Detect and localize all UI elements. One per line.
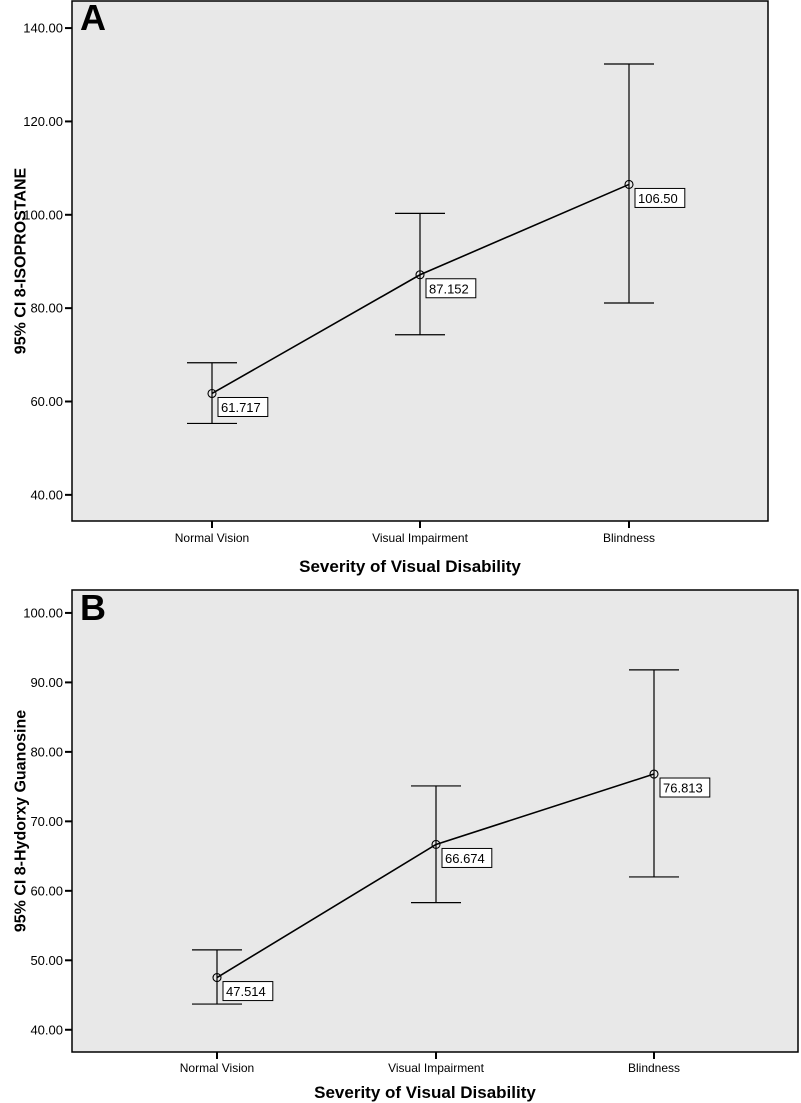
y-tick-label: 60.00 bbox=[30, 394, 63, 409]
data-label: 61.717 bbox=[221, 400, 261, 415]
data-point bbox=[207, 388, 217, 399]
data-label-box bbox=[441, 847, 493, 868]
x-tick-label: Visual Impairment bbox=[372, 531, 468, 545]
data-label: 47.514 bbox=[226, 984, 266, 999]
y-axis-ticks: 40.00 50.00 60.00 70.00 80.00 90.00 100.00 bbox=[23, 605, 72, 1037]
y-tick-label: 100.00 bbox=[23, 605, 63, 620]
x-tick-label: Normal Vision bbox=[180, 1061, 254, 1075]
data-point bbox=[649, 769, 659, 779]
panel-label: B bbox=[80, 587, 106, 628]
y-axis-title: 95% CI 8-Hydorxy Guanosine bbox=[13, 710, 30, 932]
data-point bbox=[431, 839, 441, 850]
data-label: 66.674 bbox=[445, 851, 485, 866]
data-label: 87.152 bbox=[429, 281, 469, 296]
data-label: 76.813 bbox=[663, 781, 703, 796]
y-axis-ticks: 40.00 60.00 80.00 100.00 120.00 140.00 bbox=[23, 21, 72, 502]
data-label-box bbox=[425, 278, 477, 299]
y-tick-label: 120.00 bbox=[23, 114, 63, 129]
x-axis-title: Severity of Visual Disability bbox=[299, 557, 521, 576]
data-point bbox=[415, 270, 425, 280]
data-point bbox=[624, 179, 634, 189]
x-tick-label: Blindness bbox=[603, 531, 655, 545]
plot-area bbox=[71, 589, 799, 1053]
error-bar bbox=[629, 669, 679, 878]
x-tick-label: Visual Impairment bbox=[388, 1061, 484, 1075]
data-label-box bbox=[659, 777, 711, 798]
y-tick-label: 80.00 bbox=[30, 301, 63, 316]
chart-panel-b: 40.00 50.00 60.00 70.00 80.00 90.00 100.00 Nor… bbox=[13, 587, 799, 1102]
y-tick-label: 140.00 bbox=[23, 21, 63, 36]
data-label-box bbox=[217, 396, 269, 417]
x-axis-ticks: Normal Vision Visual Impairment Blindness bbox=[175, 521, 655, 545]
data-point bbox=[212, 973, 222, 983]
x-tick-label: Normal Vision bbox=[175, 531, 249, 545]
y-tick-label: 90.00 bbox=[30, 675, 63, 690]
panel-label: A bbox=[80, 0, 106, 38]
data-label-box bbox=[634, 187, 686, 208]
chart-panel-a: 40.00 60.00 80.00 100.00 120.00 140.00 Normal… bbox=[13, 0, 769, 576]
y-tick-label: 100.00 bbox=[23, 207, 63, 222]
x-tick-label: Blindness bbox=[628, 1061, 680, 1075]
y-tick-label: 40.00 bbox=[30, 487, 63, 502]
y-tick-label: 70.00 bbox=[30, 814, 63, 829]
y-axis-title: 95% CI 8-ISOPROSTANE bbox=[13, 167, 30, 354]
y-tick-label: 50.00 bbox=[30, 953, 63, 968]
plot-marks: 47.514 66.674 76.813 bbox=[192, 669, 711, 1005]
y-tick-label: 40.00 bbox=[30, 1022, 63, 1037]
plot-marks: 61.717 87.152 106.50 bbox=[187, 63, 686, 425]
y-tick-label: 60.00 bbox=[30, 883, 63, 898]
y-tick-label: 80.00 bbox=[30, 744, 63, 759]
mean-line bbox=[211, 183, 630, 395]
data-label-box bbox=[222, 981, 274, 1002]
error-bar bbox=[604, 63, 654, 304]
mean-line bbox=[216, 773, 655, 979]
x-axis-title: Severity of Visual Disability bbox=[314, 1083, 536, 1102]
x-axis-ticks: Normal Vision Visual Impairment Blindness bbox=[180, 1052, 680, 1075]
data-label: 106.50 bbox=[638, 191, 678, 206]
